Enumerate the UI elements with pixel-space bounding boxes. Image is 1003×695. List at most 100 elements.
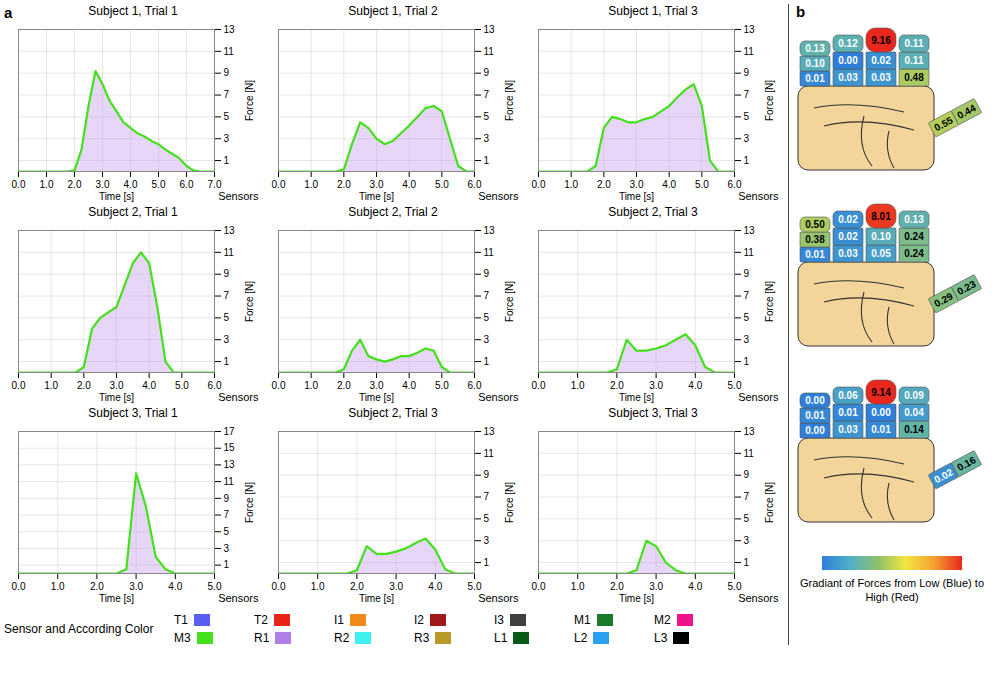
svg-text:0.10: 0.10 — [805, 58, 825, 69]
svg-text:1.0: 1.0 — [40, 179, 54, 190]
svg-text:0.01: 0.01 — [838, 407, 858, 418]
svg-text:0.16: 0.16 — [955, 454, 978, 473]
svg-text:0.0: 0.0 — [12, 581, 26, 592]
svg-text:Time [s]: Time [s] — [359, 191, 394, 202]
svg-text:1.0: 1.0 — [304, 380, 318, 391]
svg-text:Force [N]: Force [N] — [764, 281, 775, 322]
svg-text:5.0: 5.0 — [728, 380, 742, 391]
svg-text:3.0: 3.0 — [370, 179, 384, 190]
svg-text:3.0: 3.0 — [129, 581, 143, 592]
svg-text:0.13: 0.13 — [904, 214, 924, 225]
svg-text:0.44: 0.44 — [955, 102, 978, 121]
svg-text:0.00: 0.00 — [871, 407, 891, 418]
svg-text:1.0: 1.0 — [304, 179, 318, 190]
svg-text:0.0: 0.0 — [272, 179, 286, 190]
svg-text:2.0: 2.0 — [90, 581, 104, 592]
svg-text:Time [s]: Time [s] — [359, 593, 394, 604]
svg-text:Force [N]: Force [N] — [504, 281, 515, 322]
svg-text:13: 13 — [224, 459, 236, 470]
svg-text:5.0: 5.0 — [435, 179, 449, 190]
svg-text:Time [s]: Time [s] — [99, 392, 134, 403]
svg-text:2.0: 2.0 — [597, 179, 611, 190]
svg-text:0.0: 0.0 — [272, 581, 286, 592]
svg-text:7: 7 — [224, 89, 230, 100]
svg-text:1.0: 1.0 — [571, 380, 585, 391]
svg-text:Sensors: Sensors — [738, 391, 779, 403]
svg-text:13: 13 — [224, 24, 236, 35]
svg-text:11: 11 — [744, 46, 755, 57]
svg-text:0.0: 0.0 — [532, 179, 546, 190]
svg-text:Time [s]: Time [s] — [619, 593, 654, 604]
svg-text:0.11: 0.11 — [905, 55, 924, 66]
svg-text:0.00: 0.00 — [805, 395, 825, 406]
svg-text:1.0: 1.0 — [44, 380, 58, 391]
svg-text:Sensors: Sensors — [218, 391, 259, 403]
svg-text:0.03: 0.03 — [838, 72, 858, 83]
svg-text:0.13: 0.13 — [805, 43, 825, 54]
svg-text:11: 11 — [224, 476, 235, 487]
svg-text:9: 9 — [484, 67, 490, 78]
svg-text:Time [s]: Time [s] — [99, 191, 134, 202]
svg-text:5.0: 5.0 — [152, 179, 166, 190]
svg-text:5: 5 — [484, 513, 490, 524]
svg-text:4.0: 4.0 — [688, 380, 702, 391]
svg-text:7: 7 — [484, 491, 490, 502]
svg-text:5: 5 — [744, 111, 750, 122]
svg-text:2.0: 2.0 — [337, 380, 351, 391]
svg-text:3.0: 3.0 — [649, 380, 663, 391]
svg-text:11: 11 — [744, 247, 755, 258]
svg-text:0.02: 0.02 — [871, 55, 891, 66]
svg-text:3: 3 — [484, 535, 490, 546]
svg-text:6.0: 6.0 — [468, 179, 482, 190]
svg-text:0.01: 0.01 — [871, 424, 891, 435]
svg-text:0.23: 0.23 — [955, 278, 978, 297]
svg-text:0.09: 0.09 — [904, 390, 924, 401]
svg-text:13: 13 — [224, 225, 236, 236]
svg-text:0.04: 0.04 — [904, 407, 924, 418]
svg-text:3.0: 3.0 — [630, 179, 644, 190]
svg-text:3: 3 — [224, 543, 230, 554]
svg-text:5: 5 — [484, 111, 490, 122]
svg-text:4.0: 4.0 — [428, 581, 442, 592]
svg-text:9: 9 — [224, 268, 230, 279]
svg-text:3.0: 3.0 — [110, 380, 124, 391]
svg-text:4.0: 4.0 — [662, 179, 676, 190]
svg-text:9.14: 9.14 — [871, 387, 891, 398]
svg-text:7: 7 — [484, 89, 490, 100]
svg-text:0.01: 0.01 — [805, 249, 825, 260]
svg-text:3: 3 — [224, 133, 230, 144]
svg-text:1.0: 1.0 — [564, 179, 578, 190]
svg-text:0.29: 0.29 — [932, 290, 955, 309]
svg-text:Force [N]: Force [N] — [244, 281, 255, 322]
svg-text:Sensors: Sensors — [478, 190, 519, 202]
svg-text:7: 7 — [744, 89, 750, 100]
svg-text:13: 13 — [744, 24, 756, 35]
svg-text:5.0: 5.0 — [468, 581, 482, 592]
svg-text:3.0: 3.0 — [96, 179, 110, 190]
svg-text:1: 1 — [484, 356, 490, 367]
svg-text:5: 5 — [224, 111, 230, 122]
svg-text:3: 3 — [744, 334, 750, 345]
svg-text:Force [N]: Force [N] — [764, 80, 775, 121]
svg-text:4.0: 4.0 — [402, 179, 416, 190]
svg-text:1: 1 — [484, 557, 490, 568]
svg-text:5: 5 — [224, 526, 230, 537]
svg-text:3: 3 — [744, 133, 750, 144]
svg-text:11: 11 — [484, 247, 495, 258]
svg-text:2.0: 2.0 — [610, 380, 624, 391]
svg-text:0.50: 0.50 — [805, 219, 825, 230]
svg-text:1: 1 — [744, 155, 750, 166]
svg-text:0.24: 0.24 — [904, 231, 924, 242]
svg-text:Sensors: Sensors — [218, 190, 259, 202]
svg-text:7: 7 — [224, 509, 230, 520]
svg-text:0.02: 0.02 — [932, 466, 955, 485]
svg-text:0.00: 0.00 — [838, 55, 858, 66]
svg-text:3.0: 3.0 — [370, 380, 384, 391]
svg-text:Time [s]: Time [s] — [99, 593, 134, 604]
svg-text:2.0: 2.0 — [350, 581, 364, 592]
svg-text:7: 7 — [744, 491, 750, 502]
svg-text:13: 13 — [484, 24, 496, 35]
svg-text:0.10: 0.10 — [871, 231, 891, 242]
svg-text:6.0: 6.0 — [208, 380, 222, 391]
svg-text:2.0: 2.0 — [337, 179, 351, 190]
